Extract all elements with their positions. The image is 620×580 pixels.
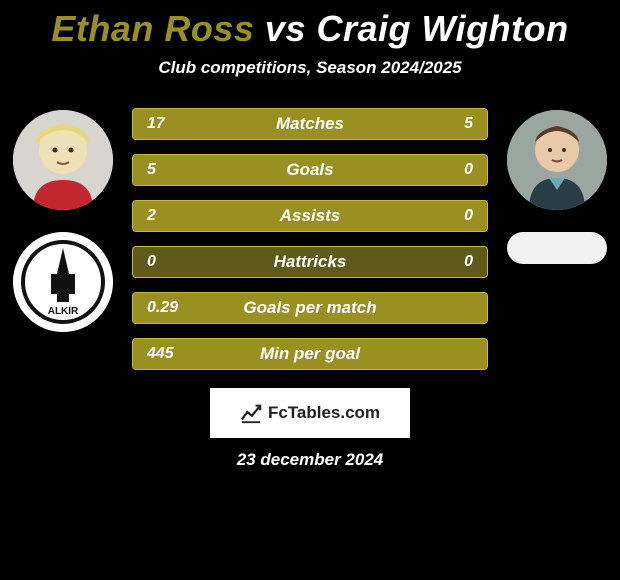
player1-avatar bbox=[13, 110, 113, 210]
avatar-icon bbox=[507, 110, 607, 210]
stat-row: 0 Hattricks 0 bbox=[132, 246, 488, 278]
stat-value-left: 0 bbox=[147, 253, 156, 271]
svg-text:ALKIR: ALKIR bbox=[48, 306, 79, 317]
stat-row: 445 Min per goal bbox=[132, 338, 488, 370]
stat-value-left: 17 bbox=[147, 115, 165, 133]
stat-fill-left bbox=[133, 109, 406, 139]
stat-label: Matches bbox=[276, 114, 344, 134]
stat-value-right: 0 bbox=[464, 207, 473, 225]
stat-value-left: 2 bbox=[147, 207, 156, 225]
avatar-icon bbox=[13, 110, 113, 210]
stat-row: 5 Goals 0 bbox=[132, 154, 488, 186]
chart-icon bbox=[240, 402, 262, 424]
stat-label: Goals per match bbox=[243, 298, 376, 318]
comparison-card: Ethan Ross vs Craig Wighton Club competi… bbox=[0, 0, 620, 470]
page-title: Ethan Ross vs Craig Wighton bbox=[0, 8, 620, 50]
stat-value-left: 5 bbox=[147, 161, 156, 179]
stat-value-right: 0 bbox=[464, 161, 473, 179]
player2-club-logo bbox=[507, 232, 607, 264]
player2-name: Craig Wighton bbox=[316, 8, 568, 49]
stat-value-right: 0 bbox=[464, 253, 473, 271]
player2-avatar bbox=[507, 110, 607, 210]
brand-text: FcTables.com bbox=[268, 403, 380, 423]
body-row: ALKIR 17 Matches 5 5 Goals 0 2 Assists 0 0 Hattric… bbox=[0, 106, 620, 384]
stat-value-left: 445 bbox=[147, 345, 174, 363]
subtitle: Club competitions, Season 2024/2025 bbox=[0, 58, 620, 78]
player1-club-logo: ALKIR bbox=[13, 232, 113, 332]
stat-label: Hattricks bbox=[274, 252, 347, 272]
stat-row: 2 Assists 0 bbox=[132, 200, 488, 232]
club-icon: ALKIR bbox=[13, 232, 113, 332]
player1-name: Ethan Ross bbox=[51, 8, 254, 49]
date-text: 23 december 2024 bbox=[0, 450, 620, 470]
vs-text: vs bbox=[265, 8, 306, 49]
right-column bbox=[502, 106, 612, 264]
stat-value-right: 5 bbox=[464, 115, 473, 133]
stat-row: 0.29 Goals per match bbox=[132, 292, 488, 324]
stat-fill-right bbox=[406, 109, 487, 139]
stat-label: Assists bbox=[280, 206, 340, 226]
left-column: ALKIR bbox=[8, 106, 118, 332]
brand-badge[interactable]: FcTables.com bbox=[210, 388, 410, 438]
stat-value-left: 0.29 bbox=[147, 299, 178, 317]
stats-column: 17 Matches 5 5 Goals 0 2 Assists 0 0 Hattricks 0 0.2… bbox=[118, 106, 502, 384]
stat-label: Min per goal bbox=[260, 344, 360, 364]
stat-label: Goals bbox=[286, 160, 333, 180]
stat-row: 17 Matches 5 bbox=[132, 108, 488, 140]
